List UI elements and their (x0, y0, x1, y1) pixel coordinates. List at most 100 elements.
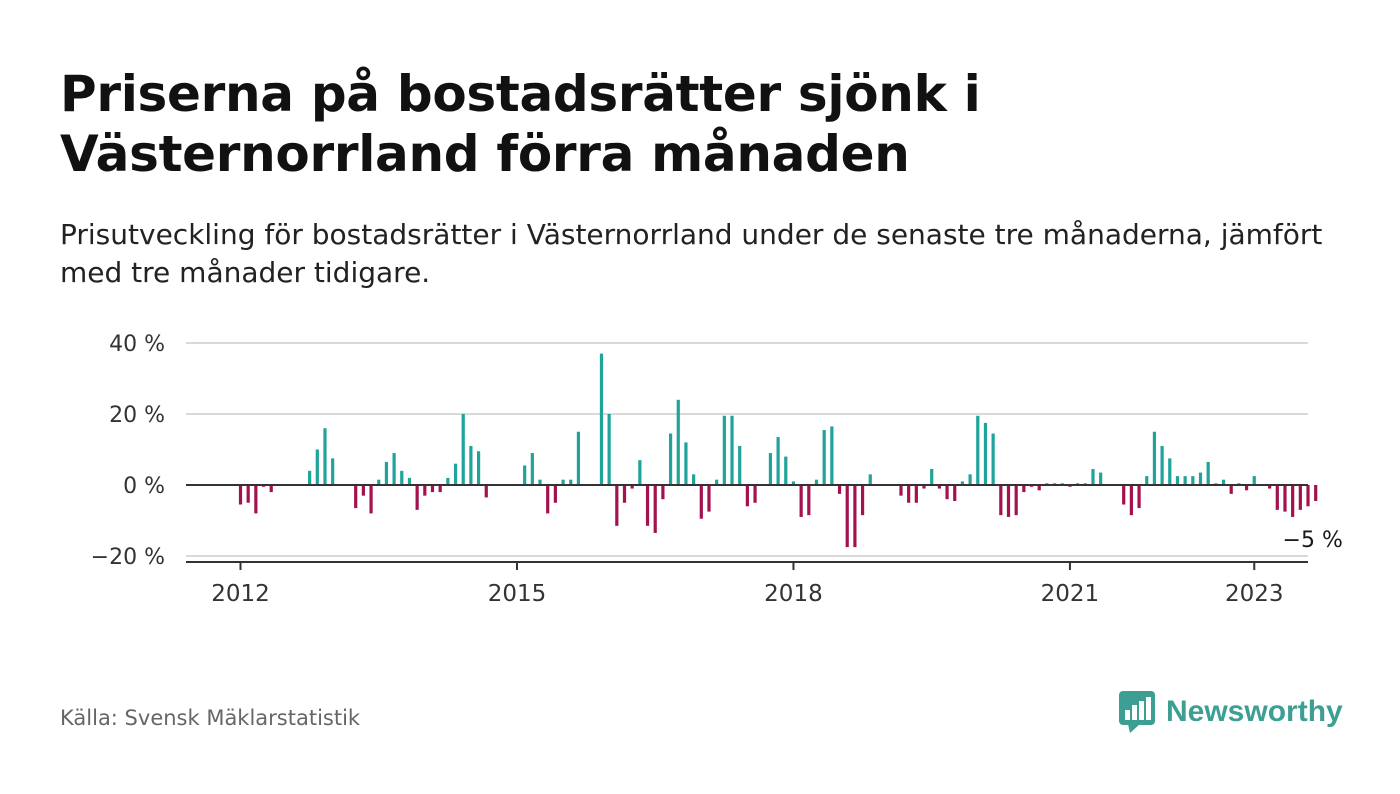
bar (830, 426, 834, 485)
bar (1168, 458, 1172, 486)
bar (446, 477, 450, 485)
bar (1160, 445, 1164, 485)
y-axis-ticks: 40 % 20 % 0 % −20 % (91, 332, 165, 570)
bar (1306, 485, 1310, 507)
bar (484, 485, 488, 498)
source-note: Källa: Svensk Mäklarstatistik (60, 706, 361, 730)
bar (791, 481, 796, 485)
bar (1206, 461, 1210, 485)
bar (423, 485, 427, 496)
bar (331, 458, 335, 486)
bar (438, 485, 442, 493)
bar (1183, 476, 1187, 486)
bar (1221, 479, 1226, 485)
bar (407, 477, 412, 485)
bar (799, 485, 803, 517)
x-tick-label: 2018 (764, 581, 823, 607)
bar (699, 485, 703, 519)
bar (377, 479, 381, 485)
x-tick-label: 2012 (211, 581, 270, 607)
bar-chart: 40 % 20 % 0 % −20 % 2012 2015 2018 2021 2023 −5… (91, 332, 1343, 607)
bar (730, 415, 734, 485)
bar (1152, 431, 1157, 485)
bar (968, 474, 972, 485)
bar (1244, 485, 1249, 491)
chart-title: Priserna på bostadsrätter sjönk i Väster… (60, 65, 981, 183)
bar (922, 485, 926, 489)
bar (415, 485, 419, 510)
bar (1298, 485, 1302, 510)
y-tick-label: 40 % (109, 332, 165, 357)
bar (392, 453, 396, 485)
bar (692, 474, 696, 485)
bar (1198, 472, 1203, 485)
bars (238, 353, 1318, 548)
bar (845, 485, 849, 548)
bar (1137, 485, 1141, 509)
bar (1291, 485, 1295, 517)
bar (1175, 476, 1180, 486)
bar (768, 453, 773, 485)
bar (622, 485, 627, 503)
bar (607, 414, 611, 485)
bar (837, 485, 842, 494)
bar (999, 485, 1003, 516)
bar (1006, 485, 1011, 517)
brand-name: Newsworthy (1166, 695, 1343, 728)
bar-chart-speech-bubble-icon (1119, 691, 1155, 733)
bar (753, 485, 757, 503)
bar (853, 485, 857, 548)
bar (1145, 476, 1149, 486)
x-axis-ticks: 2012 2015 2018 2021 2023 (211, 562, 1284, 607)
bar (1229, 485, 1233, 494)
bar (991, 433, 995, 485)
bar (638, 460, 642, 485)
bar (361, 485, 365, 496)
bar (661, 485, 665, 500)
bar (784, 456, 788, 485)
bar (246, 485, 250, 503)
bar (269, 485, 273, 493)
bar (645, 485, 650, 526)
axes (186, 484, 1308, 563)
bar (976, 415, 980, 485)
bar (546, 485, 550, 514)
bar (1091, 469, 1095, 485)
x-tick-label: 2021 (1041, 581, 1100, 607)
bar (553, 485, 557, 503)
bar (369, 485, 373, 514)
bar (400, 470, 404, 485)
bar (860, 485, 865, 516)
bar (668, 433, 673, 485)
bar (615, 485, 619, 526)
x-tick-label: 2023 (1225, 581, 1284, 607)
bar (937, 485, 941, 489)
bar (715, 479, 719, 485)
bar (676, 399, 680, 485)
bar (707, 485, 711, 512)
bar (1191, 476, 1195, 486)
bar (722, 415, 726, 485)
bar (308, 470, 312, 485)
bar (538, 479, 542, 485)
bar (776, 437, 780, 485)
last-value-annotation: −5 % (1283, 528, 1343, 553)
bar (1314, 485, 1318, 501)
bar (315, 449, 319, 485)
bar (599, 353, 604, 485)
bar (899, 485, 903, 496)
bar (738, 445, 742, 485)
bar (461, 414, 465, 485)
bar (323, 428, 327, 485)
grid-lines (186, 342, 1308, 557)
bar (684, 442, 688, 485)
bar (476, 451, 481, 485)
bar (576, 431, 581, 485)
bar (983, 422, 988, 486)
bar (822, 429, 826, 485)
brand-logo: Newsworthy (1118, 690, 1343, 734)
bar (1099, 472, 1103, 485)
bar (807, 485, 811, 516)
bar (868, 474, 872, 485)
chart-subtitle: Prisutveckling för bostadsrätter i Väste… (60, 218, 1323, 289)
